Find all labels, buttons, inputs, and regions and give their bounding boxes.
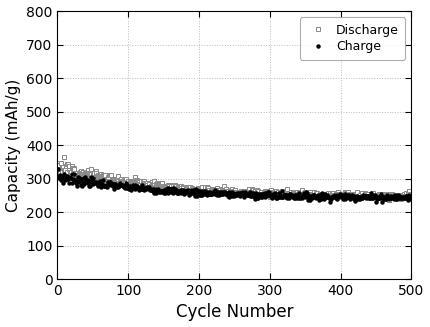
Charge bbox=[223, 192, 228, 196]
Discharge bbox=[409, 196, 414, 199]
Discharge bbox=[402, 194, 407, 198]
Line: Discharge: Discharge bbox=[55, 155, 414, 202]
Charge bbox=[401, 196, 406, 200]
X-axis label: Cycle Number: Cycle Number bbox=[175, 303, 293, 321]
Discharge bbox=[267, 189, 272, 193]
Charge bbox=[247, 193, 252, 197]
Line: Charge: Charge bbox=[56, 167, 413, 203]
Charge bbox=[345, 196, 350, 199]
Charge bbox=[55, 167, 61, 171]
Discharge bbox=[62, 155, 67, 159]
Discharge bbox=[346, 190, 351, 194]
Y-axis label: Capacity (mAh/g): Capacity (mAh/g) bbox=[6, 78, 21, 212]
Charge bbox=[409, 195, 414, 199]
Legend: Discharge, Charge: Discharge, Charge bbox=[300, 17, 405, 60]
Discharge bbox=[247, 190, 252, 194]
Discharge bbox=[387, 198, 392, 202]
Charge bbox=[266, 193, 271, 197]
Discharge bbox=[224, 189, 229, 193]
Charge bbox=[225, 192, 230, 196]
Discharge bbox=[226, 191, 231, 195]
Discharge bbox=[55, 162, 61, 165]
Charge bbox=[379, 200, 384, 204]
